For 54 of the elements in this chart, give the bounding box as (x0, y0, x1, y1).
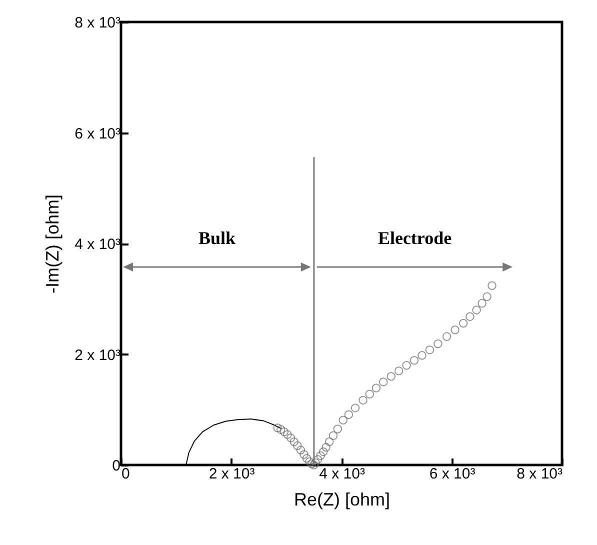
x-axis-title: Re(Z) [ohm] (294, 490, 390, 510)
point (307, 460, 316, 468)
point (333, 424, 342, 434)
x-tick-label: 2 x 10³ (208, 466, 255, 482)
point (296, 446, 306, 454)
point (482, 292, 492, 302)
point (276, 425, 286, 434)
point (418, 350, 426, 360)
point (328, 431, 338, 440)
point (273, 424, 282, 432)
point (350, 404, 360, 412)
point (442, 332, 452, 341)
point (466, 312, 474, 321)
point (450, 326, 460, 334)
point (379, 378, 388, 386)
x-tick-label: 8 x 10³ (516, 466, 562, 482)
point (472, 306, 481, 314)
point (434, 339, 442, 348)
point (458, 318, 468, 328)
y-tick-label: 4 x 10³ (74, 236, 120, 253)
point (316, 451, 325, 460)
annotation: Bulk (198, 228, 236, 248)
point (410, 356, 419, 365)
point (310, 460, 318, 470)
point (286, 434, 296, 442)
point (425, 345, 434, 354)
point (338, 416, 348, 425)
point (283, 430, 292, 439)
annotation: Electrode (378, 228, 452, 248)
x-tick-label: 4 x 10³ (319, 466, 365, 482)
point (478, 298, 486, 308)
point (311, 458, 320, 468)
point (318, 447, 328, 456)
point (280, 427, 289, 436)
point (290, 437, 298, 446)
point (302, 454, 312, 463)
point (488, 281, 496, 290)
point (305, 457, 314, 466)
x-tick-label: 6 x 10³ (429, 466, 476, 482)
point (300, 450, 308, 459)
point (372, 384, 381, 392)
point (358, 396, 368, 405)
point (402, 360, 411, 370)
point (365, 390, 374, 398)
y-axis-title: -Im(Z) [ohm] (42, 194, 63, 294)
point (386, 372, 396, 381)
point (394, 366, 404, 376)
y-tick-label: 6 x 10³ (74, 125, 120, 142)
point (325, 437, 334, 446)
point (293, 441, 302, 450)
y-tick-label: 8 x 10³ (74, 14, 120, 32)
point (322, 442, 330, 452)
point (344, 410, 354, 419)
y-tick-label: 2 x 10³ (74, 346, 120, 364)
